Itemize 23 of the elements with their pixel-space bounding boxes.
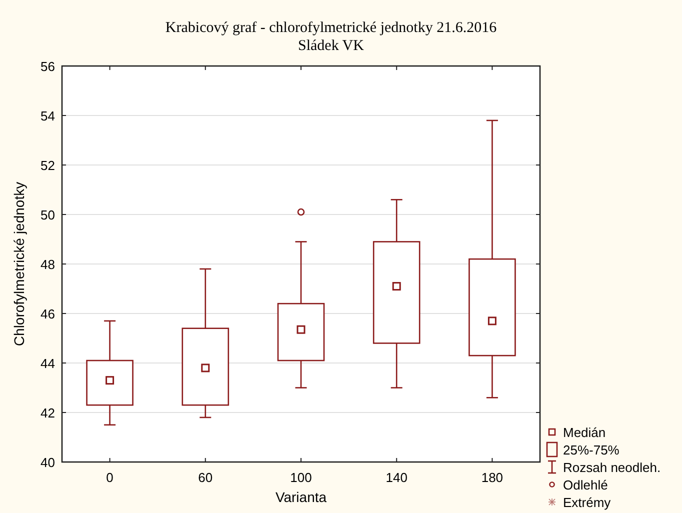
- y-tick-label: 46: [40, 306, 55, 322]
- x-tick-label: 0: [106, 470, 114, 485]
- y-tick-label: 44: [40, 356, 55, 371]
- y-tick-label: 56: [40, 59, 55, 74]
- y-tick-label: 50: [40, 208, 55, 222]
- text: Extrémy: [563, 495, 612, 510]
- y-tick-label: 54: [40, 108, 55, 124]
- x-tick-label: 60: [198, 470, 213, 485]
- y-tick-label: 42: [40, 406, 55, 420]
- chart-subtitle: Sládek VK: [298, 38, 364, 54]
- chart-title: Krabicový graf - chlorofylmetrické jednotky 21.6.2016: [165, 20, 498, 36]
- text: Rozsah neodleh.: [563, 460, 661, 475]
- y-tick-label: 40: [40, 455, 55, 470]
- x-tick-label: 100: [290, 470, 312, 485]
- y-tick-label: 52: [40, 158, 55, 173]
- x-tick-label: 140: [386, 470, 408, 485]
- text: Odlehlé: [563, 478, 608, 492]
- y-axis-title: Chlorofylmetrické jednotky: [11, 182, 27, 346]
- x-axis-title: Varianta: [275, 489, 327, 505]
- text: Medián: [563, 425, 606, 440]
- y-tick-label: 48: [40, 257, 55, 272]
- text: 25%-75%: [563, 442, 620, 458]
- x-tick-label: 180: [481, 470, 504, 485]
